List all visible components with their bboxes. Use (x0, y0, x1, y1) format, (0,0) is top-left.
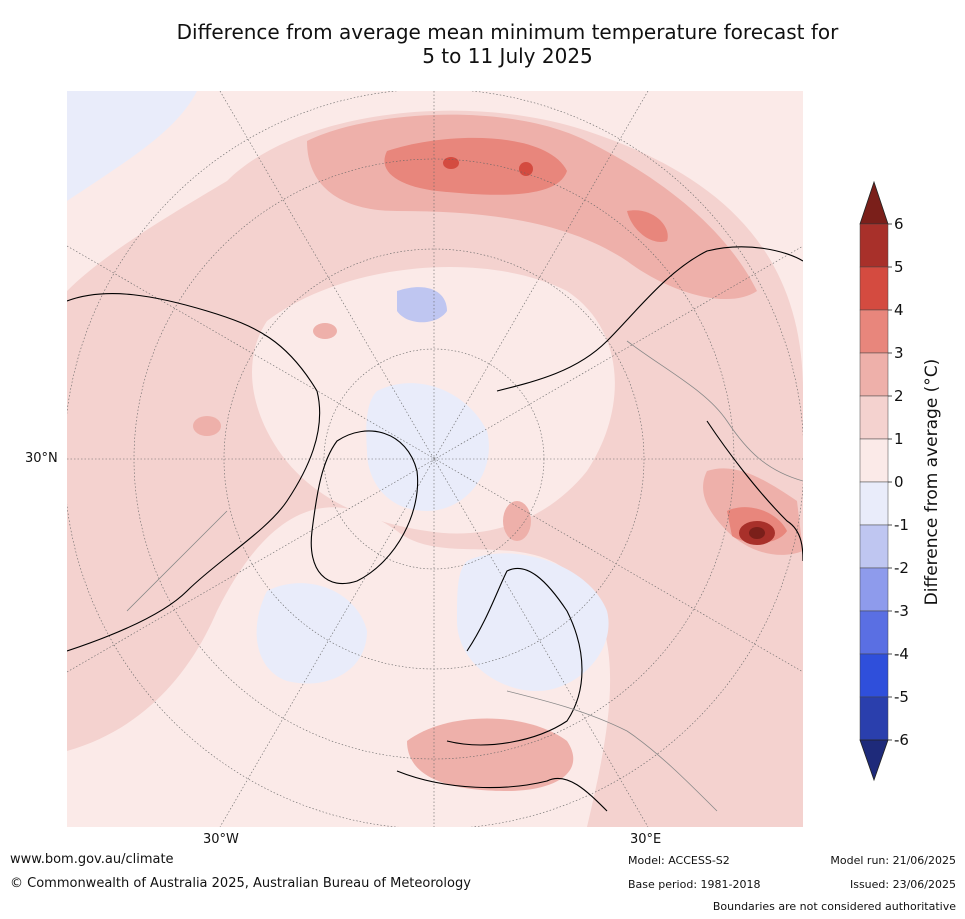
anomaly-map (67, 91, 803, 827)
footer-issued: Issued: 23/06/2025 (849, 878, 956, 891)
colorbar-level (859, 653, 889, 698)
anomaly-canada-spot (313, 323, 337, 339)
anomaly-siberia-4-5-b (519, 162, 533, 176)
colorbar-tick-label: -4 (894, 645, 909, 663)
colorbar-level (859, 696, 889, 741)
colorbar-level (859, 395, 889, 440)
colorbar-over-triangle (859, 180, 889, 225)
colorbar-level (859, 610, 889, 655)
lon-label-30w: 30°W (203, 832, 239, 847)
anomaly-cool-pacific (67, 91, 197, 201)
colorbar-tick-label: 6 (894, 215, 904, 233)
anomaly-scandinavia-cool (457, 553, 609, 691)
coast-eurasia-north (496, 246, 803, 392)
anomaly-alaska-spot (193, 416, 221, 436)
colorbar: 6 5 4 3 2 1 0 -1 -2 -3 -4 -5 -6 (859, 180, 909, 782)
anomaly-greenland-cool (397, 287, 447, 323)
colorbar-level (859, 438, 889, 483)
coast-greenland (310, 430, 419, 585)
colorbar-tick-label: 4 (894, 301, 904, 319)
colorbar-level (859, 481, 889, 526)
anomaly-med-2-3 (407, 718, 574, 791)
footer-copyright: © Commonwealth of Australia 2025, Austra… (10, 876, 471, 891)
coast-north-america (67, 293, 321, 652)
colorbar-level (859, 266, 889, 311)
colorbar-tick-label: 0 (894, 473, 904, 491)
anomaly-arctic-cool (366, 383, 489, 511)
lon-label-30e: 30°E (630, 832, 662, 847)
colorbar-level (859, 309, 889, 354)
colorbar-tick-label: 5 (894, 258, 904, 276)
colorbar-tick-label: -3 (894, 602, 909, 620)
footer-model-run: Model run: 21/06/2025 (830, 854, 956, 867)
coast-east-asia (706, 420, 803, 562)
colorbar-tick-label: -6 (894, 731, 909, 749)
anomaly-atlantic-cool (256, 583, 367, 684)
footer-website[interactable]: www.bom.gov.au/climate (10, 852, 174, 867)
borders (126, 340, 803, 812)
anomaly-siberia-4-5-a (443, 157, 459, 169)
colorbar-tick-label: 2 (894, 387, 904, 405)
coastlines (67, 246, 803, 812)
colorbar-title-text: Difference from average (°C) (922, 358, 942, 606)
border-russia (626, 340, 803, 482)
lat-label-30n: 30°N (25, 451, 58, 466)
anomaly-namerica-1-2 (67, 333, 214, 521)
title-line-1: Difference from average mean minimum tem… (176, 20, 839, 44)
colorbar-level (859, 223, 889, 268)
coast-mediterranean (396, 770, 608, 812)
title-line-2: 5 to 11 July 2025 (422, 44, 593, 68)
colorbar-tick-label: -2 (894, 559, 909, 577)
anomaly-norway-spot (503, 501, 531, 541)
map-title: Difference from average mean minimum tem… (60, 20, 955, 68)
colorbar-under-triangle (859, 739, 889, 782)
colorbar-level (859, 524, 889, 569)
footer-model: Model: ACCESS-S2 (628, 854, 730, 867)
anomaly-easia-over (749, 527, 765, 539)
colorbar-level (859, 352, 889, 397)
colorbar-tick-label: 1 (894, 430, 904, 448)
colorbar-level (859, 567, 889, 612)
border-canada-us (126, 510, 228, 612)
anomaly-wsiberia-3-4 (627, 210, 668, 242)
coast-europe (446, 567, 583, 746)
border-europe (506, 690, 718, 812)
anomaly-siberia-3-4 (384, 137, 567, 195)
colorbar-tick-label: -5 (894, 688, 909, 706)
colorbar-tick-label: 3 (894, 344, 904, 362)
footer-disclaimer: Boundaries are not considered authoritat… (712, 900, 956, 913)
colorbar-tick-label: -1 (894, 516, 909, 534)
footer-base-period: Base period: 1981-2018 (628, 878, 761, 891)
